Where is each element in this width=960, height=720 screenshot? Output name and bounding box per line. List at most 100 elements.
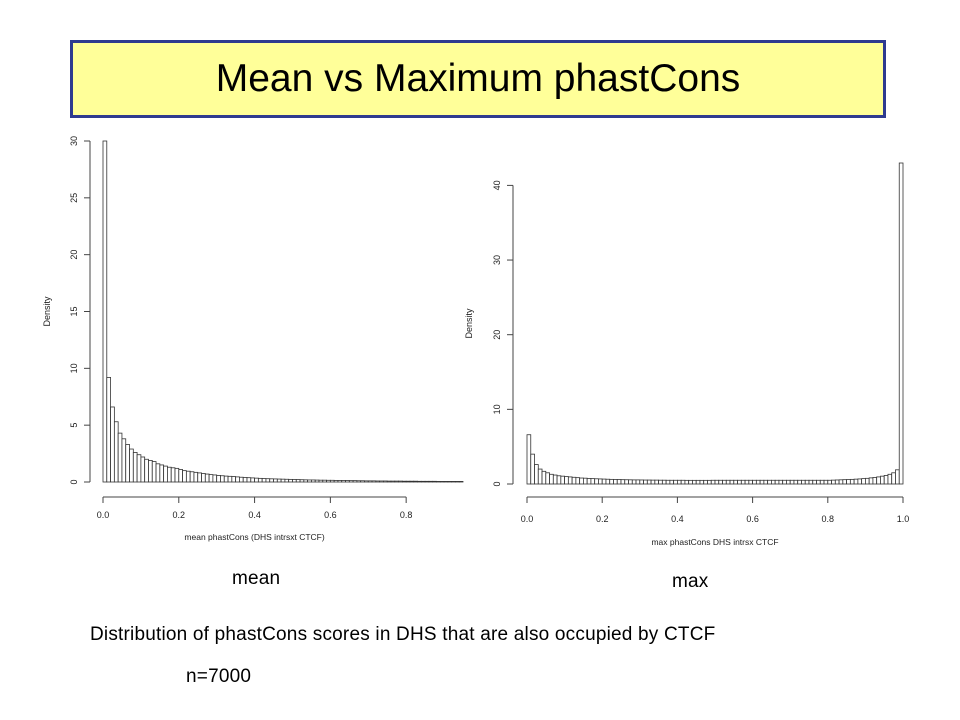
- mean-bar: [276, 478, 282, 483]
- mean-bar: [284, 478, 290, 483]
- max-y-tick-label: 40: [492, 180, 502, 190]
- mean-bar: [144, 458, 149, 483]
- max-bar: [891, 472, 896, 485]
- max-bar: [537, 468, 543, 485]
- mean-y-tick-label: 25: [69, 193, 79, 203]
- mean-bar: [189, 471, 195, 483]
- max-bar: [880, 475, 885, 485]
- mean-bar: [204, 473, 210, 483]
- mean-y-tick-label: 20: [69, 250, 79, 260]
- max-bar: [767, 479, 772, 485]
- mean-x-tick-label: 0.4: [248, 510, 261, 520]
- mean-bar: [417, 480, 422, 483]
- max-bar: [703, 479, 708, 485]
- max-bar: [635, 479, 641, 485]
- max-bar: [786, 479, 791, 485]
- max-bar: [545, 472, 550, 485]
- mean-bar: [295, 479, 301, 483]
- max-bar: [692, 479, 697, 485]
- mean-bar: [117, 432, 123, 483]
- max-bar: [556, 475, 562, 485]
- max-bar: [804, 479, 810, 485]
- mean-bar: [129, 448, 134, 483]
- mean-bar: [299, 479, 305, 483]
- max-bar: [586, 478, 592, 485]
- mean-bar: [220, 475, 225, 483]
- max-bar: [549, 473, 554, 485]
- mean-bar: [242, 477, 248, 483]
- max-bar: [594, 478, 599, 485]
- max-bar: [669, 479, 675, 485]
- mean-bar: [398, 480, 403, 483]
- max-bar: [526, 434, 532, 485]
- max-bar: [575, 477, 581, 485]
- mean-bar: [197, 472, 202, 483]
- mean-bar: [223, 475, 229, 483]
- max-bar: [583, 477, 588, 485]
- mean-bar: [405, 480, 411, 483]
- mean-bar: [455, 481, 460, 483]
- max-bar: [812, 479, 817, 485]
- mean-bar: [420, 480, 426, 483]
- max-bar: [823, 479, 829, 485]
- mean-bar: [352, 480, 358, 483]
- mean-bar: [364, 480, 369, 483]
- max-bar: [752, 479, 757, 485]
- mean-bar: [102, 140, 108, 483]
- mean-bar: [303, 479, 309, 483]
- max-bar: [759, 479, 765, 485]
- mean-bar: [110, 406, 115, 483]
- max-x-tick-label: 0.0: [521, 514, 534, 524]
- mean-bar: [257, 477, 263, 483]
- max-bar: [740, 479, 746, 485]
- max-y-axis-label: Density: [464, 308, 474, 339]
- max-bar: [639, 479, 644, 485]
- max-bar: [778, 479, 784, 485]
- max-bar: [665, 479, 671, 485]
- max-bar: [601, 478, 607, 485]
- max-x-tick-label: 0.2: [596, 514, 609, 524]
- mean-bar: [254, 477, 259, 483]
- mean-bar: [447, 481, 453, 483]
- max-bar: [616, 479, 622, 485]
- mean-bar: [386, 480, 392, 483]
- max-bar: [646, 479, 652, 485]
- max-bar: [654, 479, 660, 485]
- mean-bar: [106, 377, 111, 483]
- max-bar: [801, 479, 806, 485]
- mean-bar: [311, 479, 316, 483]
- max-bar: [530, 453, 535, 485]
- mean-x-tick-label: 0.8: [400, 510, 413, 520]
- mean-bar: [208, 474, 214, 483]
- max-bar: [771, 479, 776, 485]
- max-bar: [842, 479, 848, 485]
- mean-bar: [314, 479, 320, 483]
- mean-y-tick-label: 30: [69, 136, 79, 146]
- max-bar: [838, 479, 844, 485]
- max-bar: [598, 478, 603, 485]
- max-bar: [744, 479, 750, 485]
- mean-bar: [140, 456, 146, 483]
- max-bar: [868, 477, 874, 485]
- mean-bar: [178, 469, 183, 483]
- mean-bar: [394, 480, 399, 483]
- max-bar: [876, 476, 881, 485]
- max-bar: [755, 479, 761, 485]
- max-bar: [661, 479, 667, 485]
- max-bar: [695, 479, 701, 485]
- max-bar: [861, 478, 866, 485]
- max-bar: [733, 479, 738, 485]
- max-bar: [605, 478, 611, 485]
- max-bar: [658, 479, 663, 485]
- max-bar: [782, 479, 787, 485]
- mean-bar: [322, 479, 327, 483]
- max-bar: [560, 475, 566, 485]
- max-bar: [872, 477, 878, 485]
- max-bar: [827, 479, 832, 485]
- max-bar: [898, 162, 904, 485]
- max-bar: [763, 479, 769, 485]
- max-bar: [725, 479, 731, 485]
- mean-bar: [174, 467, 180, 483]
- max-bar: [624, 479, 629, 485]
